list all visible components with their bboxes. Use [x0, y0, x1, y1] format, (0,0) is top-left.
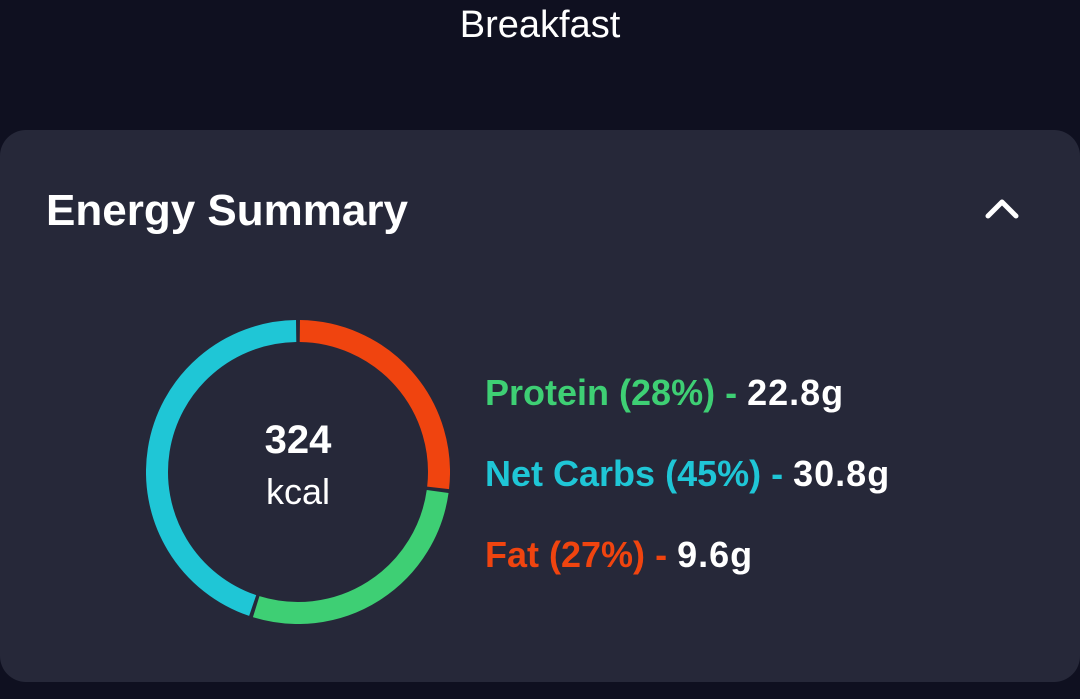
macro-separator: -	[725, 372, 738, 413]
macro-amount: 22.8g	[747, 372, 845, 413]
macro-name: Net Carbs	[485, 453, 656, 494]
macro-row-protein: Protein (28%) - 22.8g	[485, 372, 890, 453]
macro-percent: (27%)	[549, 534, 646, 575]
macro-list: Protein (28%) - 22.8g Net Carbs (45%) - …	[485, 372, 890, 615]
macro-percent: (45%)	[665, 453, 762, 494]
macro-amount: 30.8g	[793, 453, 891, 494]
macro-row-fat: Fat (27%) - 9.6g	[485, 534, 890, 615]
macro-amount: 9.6g	[677, 534, 754, 575]
calorie-total: 324 kcal	[146, 420, 450, 510]
donut-segment-net-carbs	[146, 320, 297, 616]
macro-percent: (28%)	[619, 372, 716, 413]
macro-separator: -	[655, 534, 668, 575]
donut-segment-fat	[299, 320, 450, 490]
macro-separator: -	[771, 453, 784, 494]
card-title: Energy Summary	[46, 186, 408, 235]
calorie-unit: kcal	[265, 471, 331, 512]
calorie-value: 324	[264, 418, 332, 462]
macro-name: Protein	[485, 372, 610, 413]
macro-row-net-carbs: Net Carbs (45%) - 30.8g	[485, 453, 890, 534]
macro-donut-chart	[146, 320, 450, 624]
top-bar: Breakfast	[0, 0, 1080, 100]
macro-name: Fat	[485, 534, 539, 575]
chevron-up-icon	[985, 199, 1019, 219]
donut-segment-protein	[252, 489, 449, 624]
collapse-button[interactable]	[972, 186, 1032, 230]
screen-title: Breakfast	[459, 4, 621, 46]
